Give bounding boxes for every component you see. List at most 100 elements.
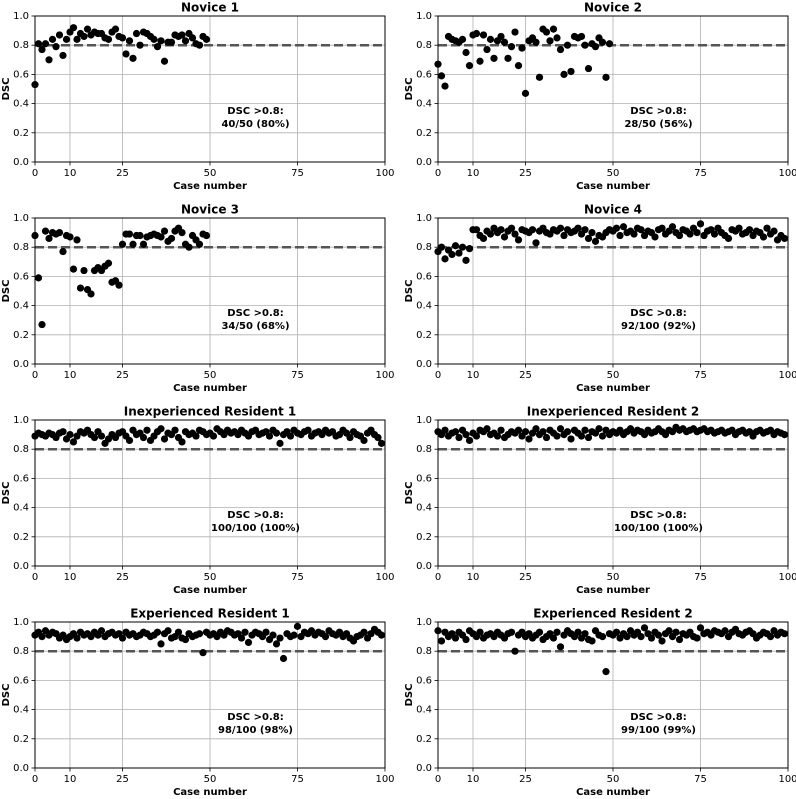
data-point bbox=[472, 29, 481, 38]
data-point bbox=[577, 32, 586, 41]
data-point bbox=[118, 634, 127, 642]
y-tick-label: 0.6 bbox=[416, 271, 432, 282]
y-axis-label: DSC bbox=[1, 684, 12, 707]
x-tick-label: 100 bbox=[778, 572, 796, 583]
data-point bbox=[157, 425, 165, 433]
data-point bbox=[437, 72, 446, 80]
data-point bbox=[321, 633, 330, 641]
data-point bbox=[553, 628, 561, 636]
data-point bbox=[591, 237, 600, 245]
data-point bbox=[763, 224, 771, 232]
y-tick-label: 0.8 bbox=[13, 646, 29, 657]
data-point bbox=[497, 426, 505, 434]
data-point bbox=[514, 236, 523, 244]
data-point bbox=[276, 634, 284, 642]
y-tick-label: 0.4 bbox=[13, 301, 29, 312]
y-tick-label: 0.0 bbox=[416, 359, 432, 370]
x-tick-label: 75 bbox=[694, 774, 707, 785]
plot-frame bbox=[437, 15, 789, 163]
data-point bbox=[651, 233, 659, 241]
data-point bbox=[59, 51, 67, 60]
data-point bbox=[493, 432, 502, 440]
data-point bbox=[724, 234, 733, 243]
x-axis-label: Case number bbox=[173, 383, 247, 394]
x-axis-label: Case number bbox=[173, 585, 247, 596]
data-point bbox=[455, 433, 463, 442]
x-tick-label: 10 bbox=[467, 168, 480, 179]
data-point bbox=[497, 226, 505, 234]
data-point bbox=[181, 37, 190, 45]
data-point bbox=[262, 628, 270, 636]
data-point bbox=[377, 439, 386, 447]
data-point bbox=[675, 231, 684, 240]
data-point bbox=[104, 35, 113, 43]
data-point bbox=[157, 640, 165, 648]
x-tick-label: 0 bbox=[32, 774, 38, 785]
data-point bbox=[178, 31, 186, 39]
y-axis-label: DSC bbox=[1, 482, 12, 505]
y-tick-label: 0.2 bbox=[13, 128, 29, 139]
data-point bbox=[483, 425, 491, 433]
data-point bbox=[476, 57, 484, 65]
x-tick-label: 25 bbox=[519, 168, 532, 179]
x-tick-label: 0 bbox=[32, 370, 38, 381]
data-point bbox=[104, 259, 113, 267]
data-point bbox=[441, 82, 449, 90]
data-point bbox=[272, 429, 281, 437]
data-point bbox=[693, 634, 701, 642]
data-point bbox=[48, 35, 57, 43]
data-point bbox=[73, 236, 81, 244]
data-point bbox=[167, 234, 176, 243]
data-point bbox=[202, 35, 211, 43]
data-point bbox=[209, 432, 218, 440]
data-point bbox=[525, 435, 533, 443]
annotation: 28/50 (56%) bbox=[624, 119, 692, 130]
data-point bbox=[80, 266, 88, 275]
x-tick-label: 50 bbox=[607, 774, 620, 785]
data-point bbox=[174, 628, 183, 636]
data-point bbox=[577, 432, 586, 440]
data-point bbox=[560, 70, 568, 78]
data-point bbox=[286, 432, 295, 440]
data-point bbox=[139, 433, 148, 442]
x-tick-label: 0 bbox=[435, 370, 441, 381]
annotation: 98/100 (98%) bbox=[218, 725, 293, 736]
data-point bbox=[479, 234, 488, 243]
data-point bbox=[90, 433, 99, 442]
data-point bbox=[143, 426, 151, 434]
y-tick-label: 1.0 bbox=[416, 617, 432, 628]
annotation: DSC >0.8: bbox=[227, 106, 283, 117]
y-tick-label: 1.0 bbox=[416, 11, 432, 22]
data-point bbox=[710, 230, 719, 238]
data-point bbox=[619, 223, 628, 231]
data-point bbox=[563, 428, 572, 436]
x-tick-label: 50 bbox=[204, 370, 217, 381]
plot-frame bbox=[34, 419, 386, 567]
data-point bbox=[69, 438, 78, 446]
data-point bbox=[455, 249, 463, 257]
x-tick-label: 10 bbox=[64, 370, 77, 381]
data-point bbox=[157, 233, 165, 241]
data-point bbox=[476, 628, 484, 636]
x-tick-label: 75 bbox=[291, 168, 304, 179]
data-point bbox=[45, 56, 53, 64]
data-point bbox=[602, 73, 610, 81]
chart-title: Novice 3 bbox=[181, 203, 239, 217]
data-point bbox=[591, 43, 600, 51]
y-tick-label: 0.2 bbox=[416, 734, 432, 745]
x-tick-label: 100 bbox=[375, 572, 394, 583]
data-point bbox=[584, 433, 593, 442]
data-point bbox=[546, 37, 554, 45]
annotation: DSC >0.8: bbox=[630, 106, 686, 117]
y-tick-label: 0.0 bbox=[13, 561, 29, 572]
data-point bbox=[637, 226, 645, 234]
data-point bbox=[686, 230, 694, 238]
data-point bbox=[556, 224, 565, 232]
data-point bbox=[770, 227, 778, 235]
x-tick-label: 50 bbox=[607, 572, 620, 583]
data-point bbox=[780, 234, 789, 243]
chart-title: Inexperienced Resident 1 bbox=[124, 405, 297, 419]
data-point bbox=[136, 231, 144, 240]
data-point bbox=[668, 223, 677, 231]
data-point bbox=[532, 239, 540, 247]
